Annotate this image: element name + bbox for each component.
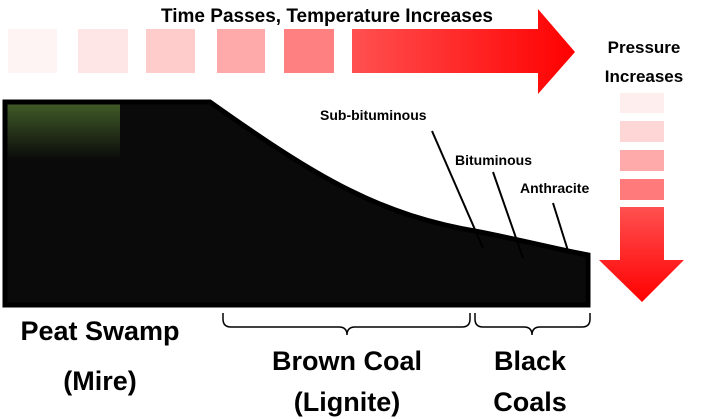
bituminous-label: Bituminous [455, 152, 532, 168]
pressure-label-line1: Pressure [608, 38, 681, 57]
lignite-label: (Lignite) [294, 387, 400, 417]
anthracite-label: Anthracite [520, 180, 589, 196]
coal-profile [2, 99, 591, 308]
time-temperature-label: Time Passes, Temperature Increases [161, 6, 493, 27]
bituminous-leader [492, 171, 524, 259]
sub-bituminous-label: Sub-bituminous [320, 107, 427, 123]
brown-coal-bracket [222, 313, 471, 336]
pressure-arrow-icon [599, 93, 684, 302]
black-coal-bracket [474, 313, 591, 336]
black-label: Black [494, 346, 567, 376]
pressure-label-line2: Increases [605, 67, 683, 86]
time-arrow-icon [8, 9, 575, 94]
coals-label: Coals [493, 387, 567, 417]
anthracite-leader [552, 202, 570, 255]
sub-bituminous-leader [431, 130, 484, 249]
peat-swamp-label: Peat Swamp [20, 316, 179, 346]
brown-coal-label: Brown Coal [272, 346, 422, 376]
mire-label: (Mire) [63, 366, 137, 396]
